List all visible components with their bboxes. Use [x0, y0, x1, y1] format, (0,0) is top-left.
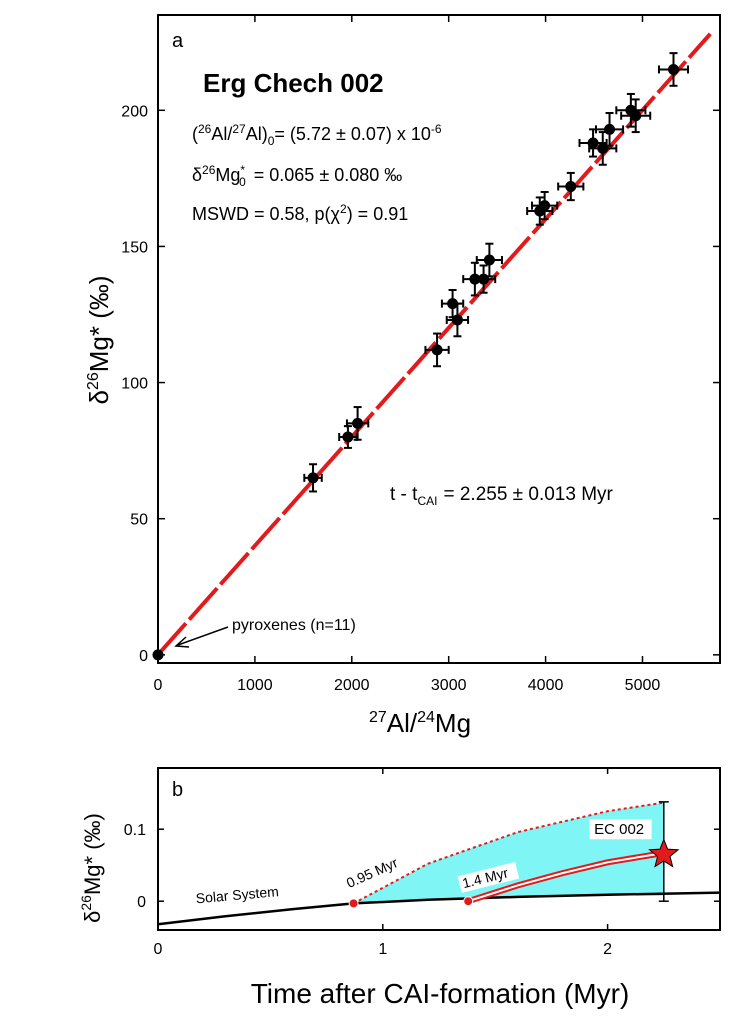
x-tick-label: 5000	[625, 677, 661, 694]
data-point	[587, 137, 599, 149]
data-point	[152, 649, 164, 661]
data-point	[565, 181, 577, 193]
start-marker-dot	[348, 898, 359, 909]
y-tick-label: 100	[121, 376, 148, 393]
data-point	[431, 344, 443, 356]
data-point	[630, 110, 642, 122]
y-tick-label: 50	[130, 512, 148, 529]
panel-a-label: a	[172, 30, 184, 52]
data-point	[597, 142, 609, 154]
y-tick-label: 0.1	[124, 822, 146, 839]
panel-b-x-axis-label: Time after CAI-formation (Myr)	[251, 978, 630, 1009]
pyroxenes-arrow	[174, 626, 229, 648]
x-tick-label: 2000	[334, 677, 370, 694]
x-tick-label: 2	[603, 941, 612, 958]
y-tick-label: 0	[139, 648, 148, 665]
y-tick-label: 200	[121, 103, 148, 120]
panel-a: a Erg Chech 002 (26Al/27Al)0= (5.72 ± 0.…	[84, 14, 721, 738]
label-solar-system: Solar System	[195, 883, 279, 906]
panel-b-y-axis-label: δ26Mg* (‰)	[78, 813, 105, 923]
label-ec002: EC 002	[594, 821, 644, 838]
data-point	[483, 254, 495, 266]
regression-line	[156, 32, 712, 656]
panel-a-x-axis-label: 27Al/24Mg	[369, 708, 471, 738]
x-tick-label: 0	[154, 677, 163, 694]
y-tick-label: 150	[121, 239, 148, 256]
line-1-4-myr-core	[467, 852, 664, 903]
solar-system-line	[157, 891, 721, 926]
panel-b-frame	[157, 767, 721, 931]
line-0-95-myr	[353, 801, 664, 905]
intercept-annotation: δ26Mg* 0 = 0.065 ± 0.080 ‰	[192, 163, 402, 189]
panel-b-label: b	[172, 779, 183, 801]
pyroxenes-annotation: pyroxenes (n=11)	[232, 617, 356, 634]
ec002-star-marker	[648, 838, 680, 868]
label-1-4-myr-background	[457, 862, 520, 893]
data-point	[342, 431, 354, 443]
panel-a-title: Erg Chech 002	[203, 68, 384, 98]
panel-a-frame	[157, 14, 721, 664]
label-0-95-myr-background	[341, 850, 409, 894]
x-tick-label: 4000	[528, 677, 564, 694]
age-annotation: t - tCAI = 2.255 ± 0.013 Myr	[390, 484, 614, 508]
start-marker-dot	[463, 896, 474, 907]
data-point	[604, 123, 616, 135]
x-tick-label: 1000	[237, 677, 273, 694]
y-tick-label: 0	[137, 894, 146, 911]
uncertainty-fill-area	[353, 802, 664, 904]
data-point	[451, 314, 463, 326]
panel-a-y-axis-label: δ26Mg* (‰)	[84, 275, 114, 404]
label-ec002-background	[589, 819, 652, 840]
data-point	[307, 472, 319, 484]
x-tick-label: 1	[378, 941, 387, 958]
data-point	[447, 298, 459, 310]
data-point	[352, 417, 364, 429]
panel-a-plot: 0 1000 2000 3000 4000 5000 0 50 100 150 200	[121, 15, 720, 694]
data-point	[539, 200, 551, 212]
data-point	[667, 63, 679, 75]
x-tick-label: 3000	[431, 677, 467, 694]
ratio-annotation: (26Al/27Al)0= (5.72 ± 0.07) x 10-6	[192, 122, 442, 148]
x-tick-label: 0	[154, 941, 163, 958]
data-point	[478, 273, 490, 285]
mswd-annotation: MSWD = 0.58, p(χ2) = 0.91	[192, 202, 408, 224]
